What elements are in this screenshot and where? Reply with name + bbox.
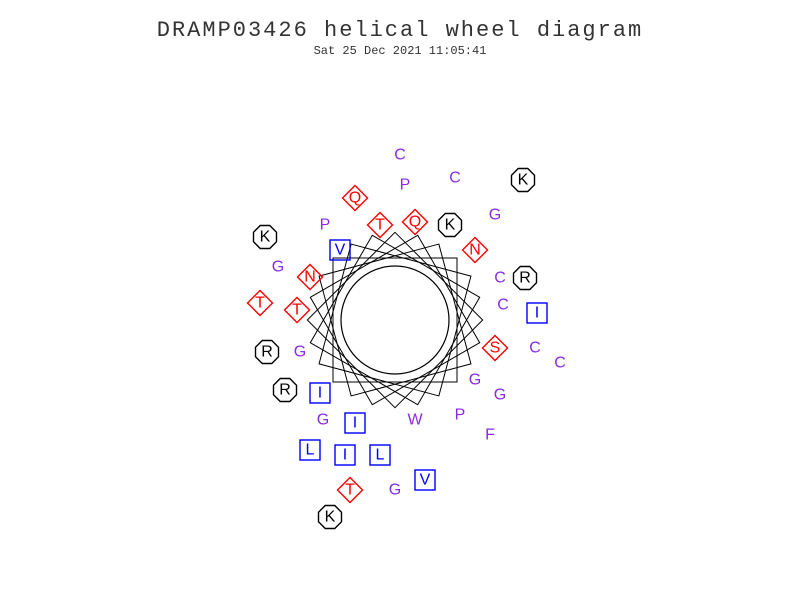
residue-label: L bbox=[306, 442, 315, 459]
residue: T bbox=[338, 478, 363, 503]
residue: C bbox=[394, 147, 406, 164]
residue-label: T bbox=[345, 482, 355, 499]
residue-label: G bbox=[494, 387, 506, 404]
residue-label: K bbox=[445, 217, 456, 234]
residue: C bbox=[449, 170, 461, 187]
residue: C bbox=[554, 355, 566, 372]
residue-label: P bbox=[320, 217, 331, 234]
residue-label: T bbox=[255, 295, 265, 312]
residue: W bbox=[407, 412, 423, 429]
residue: R bbox=[256, 341, 279, 364]
residue-label: C bbox=[529, 340, 541, 357]
residue: G bbox=[294, 344, 306, 361]
residue: I bbox=[335, 445, 355, 465]
residue-label: T bbox=[375, 217, 385, 234]
residue: Q bbox=[403, 210, 428, 235]
residue-label: C bbox=[497, 297, 509, 314]
residue: G bbox=[489, 207, 501, 224]
residue-label: G bbox=[272, 259, 284, 276]
helix-circle bbox=[341, 266, 449, 374]
residue-label: G bbox=[389, 482, 401, 499]
residue-label: K bbox=[260, 229, 271, 246]
residue: K bbox=[319, 506, 342, 529]
residue: G bbox=[469, 372, 481, 389]
residue-label: G bbox=[294, 344, 306, 361]
residue-label: N bbox=[304, 269, 316, 286]
residue: N bbox=[298, 265, 323, 290]
residue-label: L bbox=[376, 447, 385, 464]
residue-label: C bbox=[494, 270, 506, 287]
residue: G bbox=[389, 482, 401, 499]
residue: I bbox=[527, 303, 547, 323]
residue: S bbox=[483, 336, 508, 361]
residue: T bbox=[248, 291, 273, 316]
residue: L bbox=[370, 445, 390, 465]
residue: C bbox=[497, 297, 509, 314]
residue-label: K bbox=[325, 509, 336, 526]
residue: I bbox=[345, 413, 365, 433]
residue: C bbox=[494, 270, 506, 287]
residue: P bbox=[400, 177, 411, 194]
helical-wheel-diagram: CPCKQTQKGPKVNGNCRTTCIRGSCCRIGGGIWPFLILTG… bbox=[0, 0, 800, 600]
residue-label: F bbox=[485, 427, 495, 444]
residue-label: N bbox=[469, 242, 481, 259]
residue-label: G bbox=[469, 372, 481, 389]
residue: F bbox=[485, 427, 495, 444]
residue-label: I bbox=[318, 385, 322, 402]
residue-label: S bbox=[490, 340, 501, 357]
residue-label: V bbox=[335, 242, 346, 259]
residue: K bbox=[512, 169, 535, 192]
residue-label: K bbox=[518, 172, 529, 189]
residue-label: I bbox=[353, 415, 357, 432]
residue-label: Q bbox=[349, 190, 361, 207]
residue: N bbox=[463, 238, 488, 263]
residue: Q bbox=[343, 186, 368, 211]
residue: P bbox=[320, 217, 331, 234]
residue: C bbox=[529, 340, 541, 357]
residue-label: G bbox=[489, 207, 501, 224]
residue: R bbox=[274, 379, 297, 402]
residue: G bbox=[317, 412, 329, 429]
residue-label: P bbox=[400, 177, 411, 194]
residue: L bbox=[300, 440, 320, 460]
residue: V bbox=[330, 240, 350, 260]
residue-label: P bbox=[455, 407, 466, 424]
residue: R bbox=[514, 267, 537, 290]
residue: K bbox=[439, 214, 462, 237]
residue-label: W bbox=[407, 412, 423, 429]
residue-label: R bbox=[261, 344, 273, 361]
residue-label: T bbox=[292, 302, 302, 319]
residue-label: G bbox=[317, 412, 329, 429]
residue-label: I bbox=[535, 305, 539, 322]
residue-label: C bbox=[449, 170, 461, 187]
residue: G bbox=[494, 387, 506, 404]
residue: T bbox=[285, 298, 310, 323]
residue-label: V bbox=[420, 472, 431, 489]
residue-label: Q bbox=[409, 214, 421, 231]
residue: G bbox=[272, 259, 284, 276]
residue: P bbox=[455, 407, 466, 424]
residue: K bbox=[254, 226, 277, 249]
residue-label: I bbox=[343, 447, 347, 464]
residue-label: C bbox=[394, 147, 406, 164]
residue-label: R bbox=[519, 270, 531, 287]
residue-label: R bbox=[279, 382, 291, 399]
residue: I bbox=[310, 383, 330, 403]
residue: V bbox=[415, 470, 435, 490]
residue-label: C bbox=[554, 355, 566, 372]
residue: T bbox=[368, 213, 393, 238]
